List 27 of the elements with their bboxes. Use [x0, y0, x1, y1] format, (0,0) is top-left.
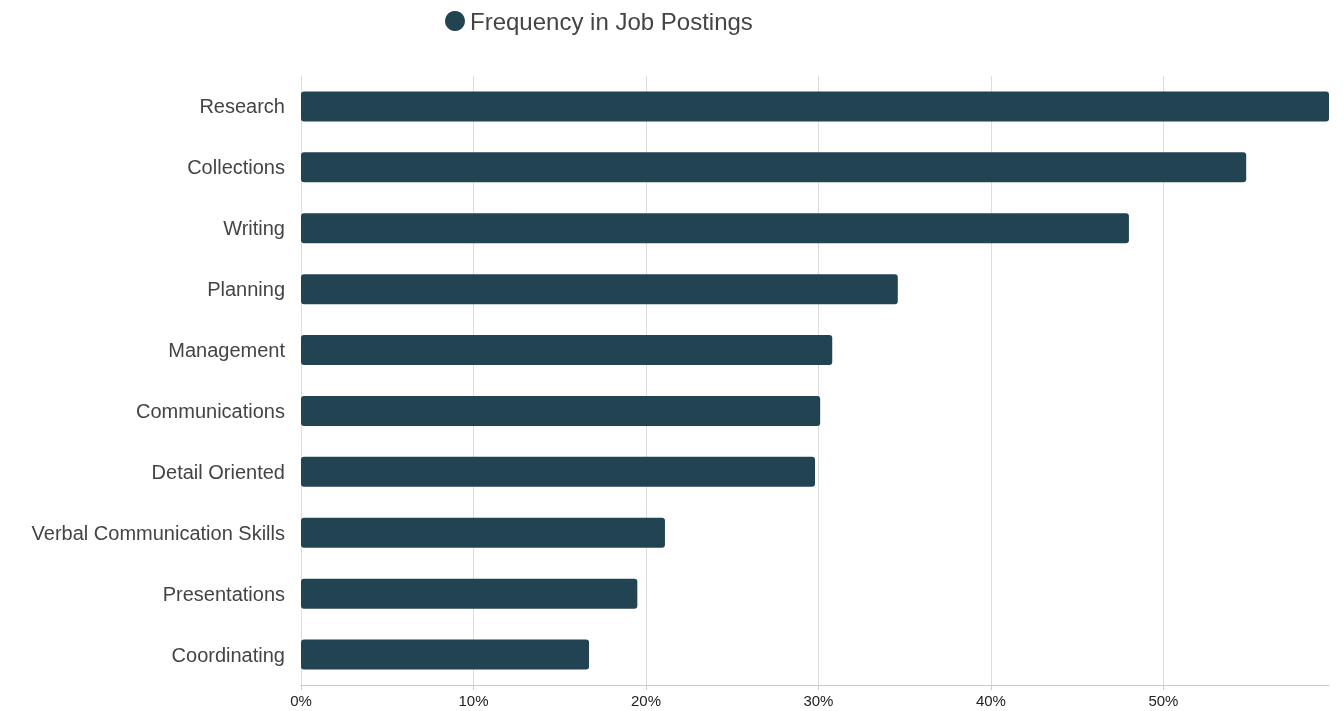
y-tick-label: Research: [199, 95, 285, 118]
bar: [301, 213, 1129, 244]
y-tick-label: Writing: [223, 217, 285, 240]
bar: [301, 152, 1247, 183]
y-tick-label: Presentations: [162, 582, 285, 605]
bar: [301, 274, 898, 305]
x-tick-label: 40%: [975, 692, 1006, 709]
bar: [301, 335, 833, 366]
bar: [301, 456, 815, 487]
x-tick-label: 30%: [803, 692, 834, 709]
x-tick-label: 20%: [630, 692, 661, 709]
y-tick-label: Coordinating: [171, 643, 285, 666]
y-tick-label: Management: [168, 339, 286, 362]
y-tick-label: Collections: [187, 156, 285, 179]
legend-label: Frequency in Job Postings: [470, 7, 753, 35]
y-tick-label: Verbal Communication Skills: [31, 521, 285, 544]
bar: [301, 639, 590, 670]
y-tick-label: Communications: [136, 399, 285, 422]
bar: [301, 517, 665, 548]
y-tick-label: Detail Oriented: [151, 460, 285, 483]
x-tick-label: 0%: [290, 692, 312, 709]
y-tick-label: Planning: [207, 278, 285, 301]
bar: [301, 91, 1329, 122]
x-tick-label: 10%: [458, 692, 489, 709]
bar: [301, 395, 821, 426]
x-tick-label: 50%: [1148, 692, 1179, 709]
bar: [301, 578, 638, 609]
